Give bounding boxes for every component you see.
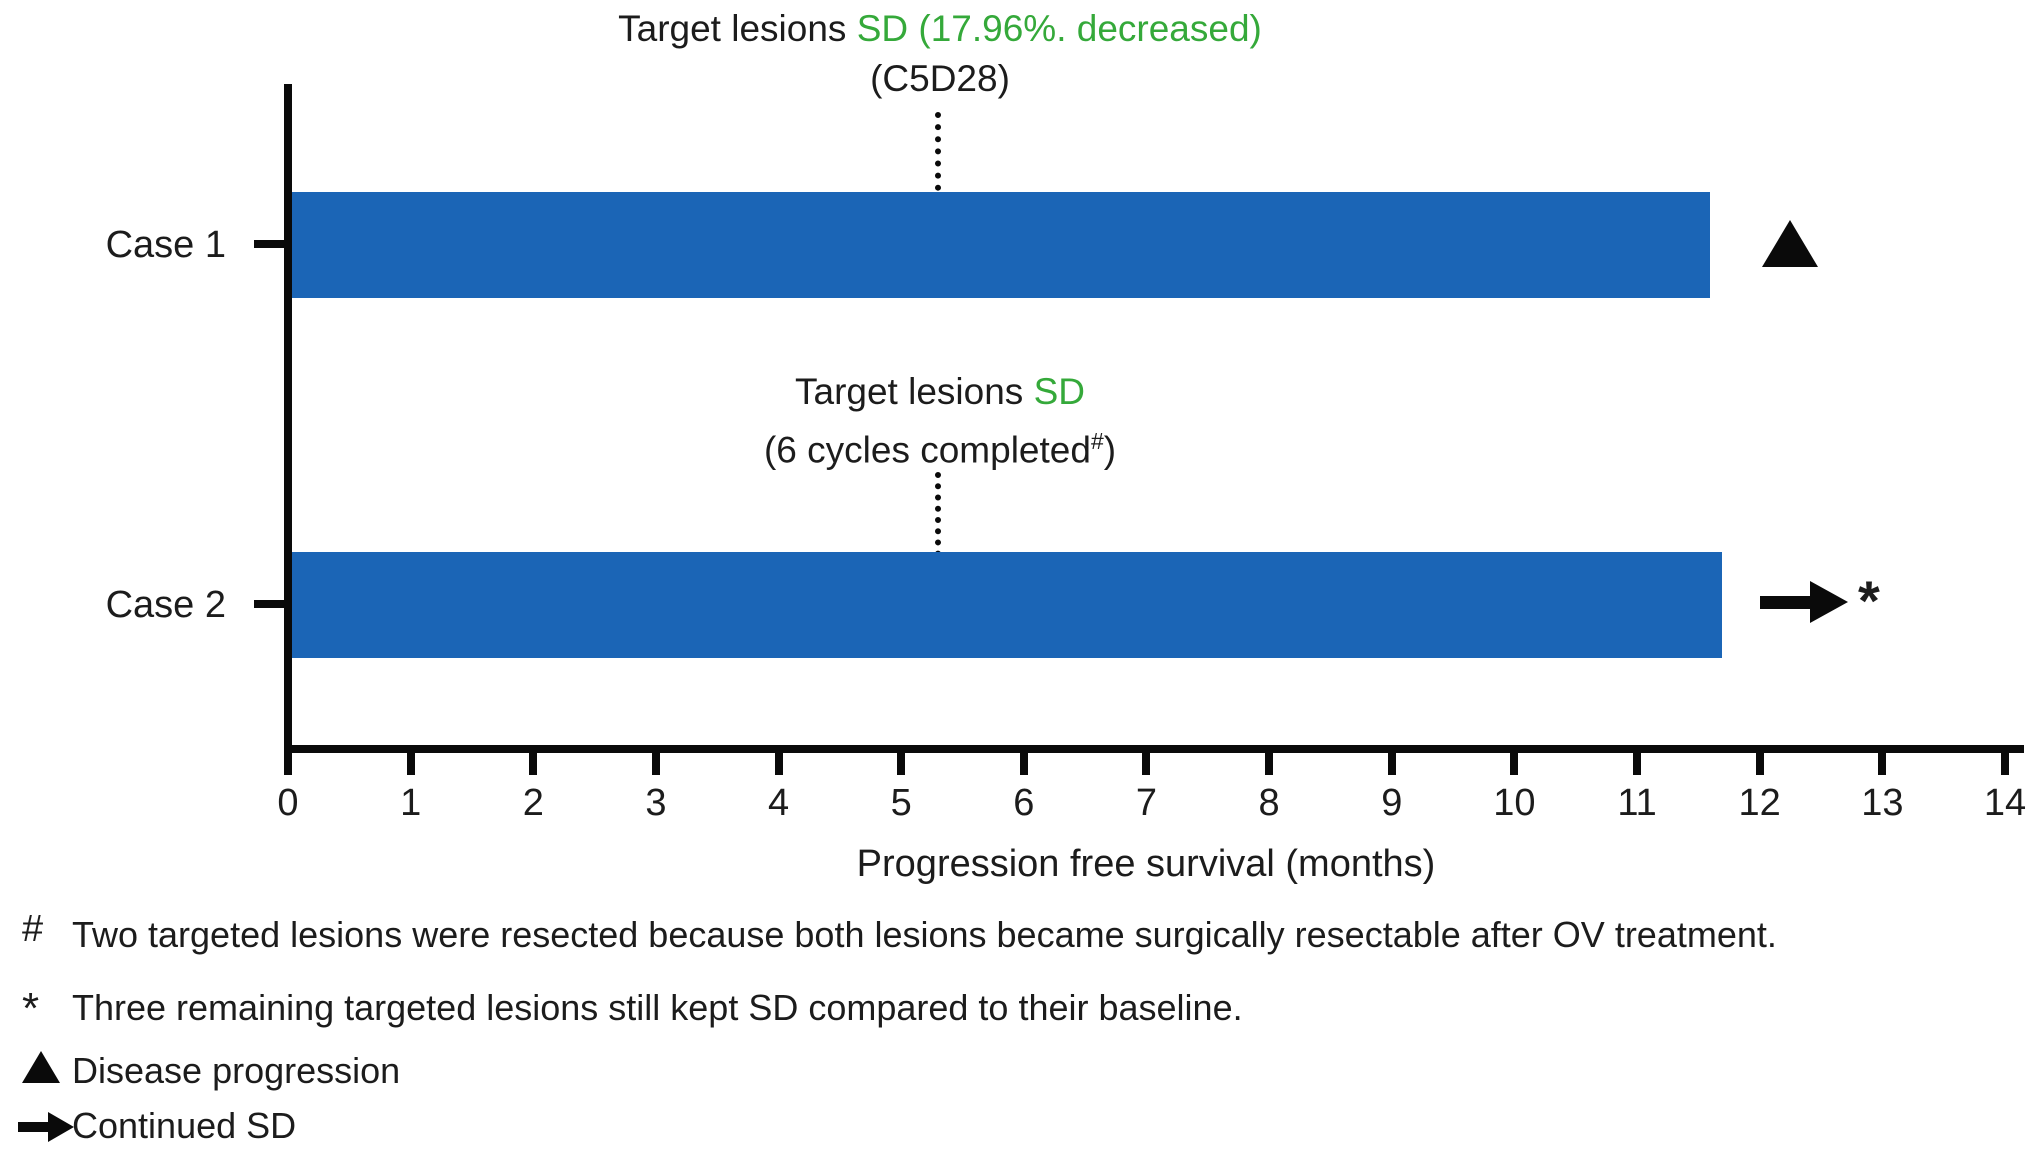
x-tick-label: 10: [1493, 782, 1536, 824]
case2-annotation-line2: (6 cycles completed#): [440, 417, 1440, 474]
x-tick-label: 14: [1983, 782, 2027, 824]
x-tick-label: 8: [1258, 782, 1280, 824]
x-tick: [284, 753, 292, 775]
case2-annotation-prefix: Target lesions: [795, 371, 1034, 412]
case2-bar: [288, 552, 1722, 658]
case1-annotation-line1: Target lesions SD (17.96%. decreased): [440, 5, 1440, 53]
case1-annotation-line2: (C5D28): [870, 58, 1010, 99]
x-axis: [284, 745, 2024, 753]
x-tick: [406, 753, 415, 775]
footnote-asterisk-text: Three remaining targeted lesions still k…: [72, 987, 1243, 1028]
footnote-asterisk-symbol: *: [22, 984, 40, 1033]
x-tick-label: 6: [1013, 782, 1035, 824]
x-tick-label: 2: [522, 782, 544, 824]
x-tick-label: 3: [645, 782, 667, 824]
legend-disease-progression-label: Disease progression: [72, 1050, 401, 1091]
x-tick: [1265, 753, 1274, 775]
x-tick-label: 0: [277, 782, 299, 824]
x-tick-label: 4: [767, 782, 790, 824]
case1-disease-progression-triangle-icon: [1762, 220, 1818, 267]
x-tick-label: 9: [1381, 782, 1403, 824]
x-tick: [651, 753, 660, 775]
case2-asterisk-note: *: [1858, 569, 1880, 632]
x-tick: [1142, 753, 1151, 775]
case1-label: Case 1: [105, 224, 226, 266]
x-tick: [1878, 753, 1887, 775]
x-axis-title: Progression free survival (months): [856, 843, 1436, 885]
legend-triangle-icon: [22, 1051, 60, 1083]
case1-annotation-response: SD (17.96%. decreased): [856, 8, 1262, 49]
footnote-hash-text: Two targeted lesions were resected becau…: [72, 914, 1777, 955]
case1-annotation-prefix: Target lesions: [618, 8, 857, 49]
x-tick: [2000, 753, 2009, 775]
case2-annotation-hash-sup: #: [1090, 428, 1104, 454]
case2-annotation-line2-suffix: ): [1103, 429, 1117, 471]
case2-annotation-line1: Target lesions SD: [440, 368, 1440, 416]
x-tick: [529, 753, 538, 775]
x-tick: [1387, 753, 1396, 775]
case2-continued-sd-arrow-icon: [1760, 596, 1812, 609]
x-tick: [897, 753, 906, 775]
x-tick-label: 11: [1617, 782, 1657, 824]
case2-annotation-response: SD: [1033, 371, 1085, 412]
x-tick: [1633, 753, 1642, 775]
legend-arrowhead-icon: [48, 1112, 74, 1142]
x-tick-label: 12: [1738, 782, 1781, 824]
y-axis: [284, 84, 292, 753]
case1-y-tick: [254, 240, 285, 248]
case2-y-tick: [254, 600, 285, 608]
x-tick-label: 1: [400, 782, 422, 824]
case2-annotation-line2-prefix: (6 cycles completed: [763, 429, 1091, 471]
case2-label: Case 2: [105, 584, 226, 626]
x-tick-label: 5: [890, 782, 912, 824]
case2-continued-sd-arrowhead-icon: [1810, 581, 1848, 623]
case1-bar: [288, 192, 1710, 298]
x-axis-ticks: [284, 753, 2009, 775]
legend-continued-sd-label: Continued SD: [72, 1105, 297, 1146]
x-tick-label: 7: [1135, 782, 1158, 824]
case1-event-dotted-line: [935, 112, 941, 215]
footnote-hash-symbol: #: [22, 908, 44, 950]
x-tick: [1510, 753, 1519, 775]
x-tick-label: 13: [1861, 782, 1904, 824]
case2-event-dotted-line: [935, 472, 941, 568]
x-tick: [774, 753, 783, 775]
x-tick: [1755, 753, 1764, 775]
legend-arrow-icon: [18, 1122, 50, 1132]
x-tick: [1019, 753, 1028, 775]
x-axis-tick-labels: 0 1 2 3 4 5 6 7 8 9 10 11 12 13 14: [228, 782, 2032, 825]
